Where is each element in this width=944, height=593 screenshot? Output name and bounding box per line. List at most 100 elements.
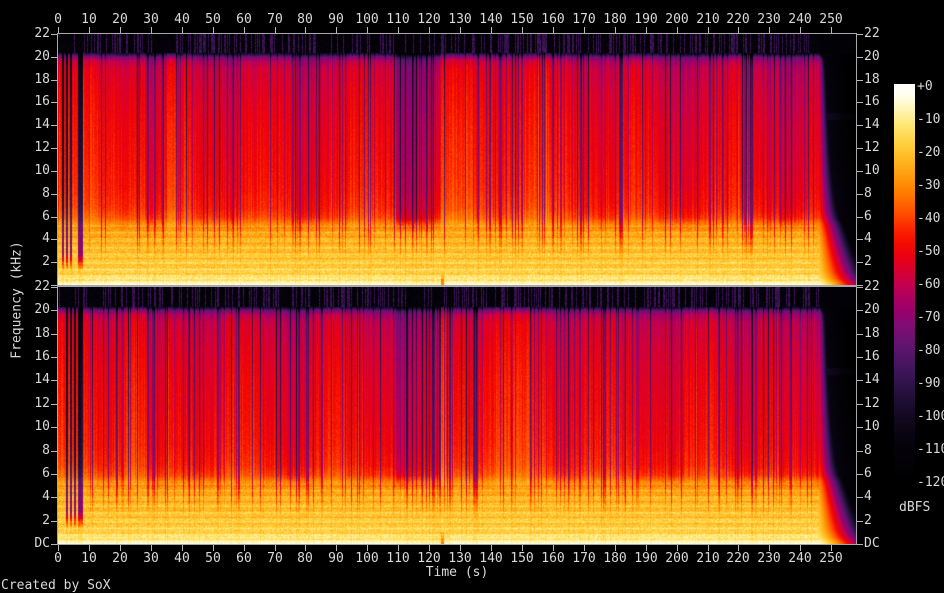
time-tick-label: 60	[236, 551, 252, 566]
freq-tick-label: 6	[42, 466, 50, 481]
freq-tick-left	[51, 102, 57, 103]
time-tick-label: 230	[757, 12, 781, 27]
freq-tick-right	[857, 380, 863, 381]
time-tick-label: 50	[205, 551, 221, 566]
time-tick-label: 100	[355, 551, 379, 566]
time-tick-label: 190	[634, 12, 658, 27]
freq-tick-label: 22	[34, 26, 50, 41]
freq-tick-label: 16	[34, 349, 50, 364]
time-tick-label: 230	[757, 551, 781, 566]
colorbar-unit-label: dBFS	[899, 500, 931, 515]
time-tick-label: 180	[603, 551, 627, 566]
time-tick-bottom	[89, 545, 90, 551]
freq-tick-label: 12	[864, 140, 880, 155]
freq-tick-label: 22	[34, 279, 50, 294]
time-tick-bottom	[460, 545, 461, 551]
time-tick-bottom	[584, 545, 585, 551]
freq-tick-left	[51, 285, 57, 286]
time-tick-label: 220	[726, 551, 750, 566]
time-tick-bottom	[553, 545, 554, 551]
time-tick-top	[708, 27, 709, 33]
freq-tick-label: 6	[864, 466, 872, 481]
time-tick-label: 170	[572, 12, 596, 27]
time-tick-label: 80	[297, 12, 313, 27]
time-tick-label: 170	[572, 551, 596, 566]
freq-tick-label: 6	[864, 209, 872, 224]
time-tick-label: 200	[665, 551, 689, 566]
freq-tick-label: DC	[864, 536, 880, 551]
freq-tick-label: 20	[34, 49, 50, 64]
freq-tick-label: 10	[34, 163, 50, 178]
freq-tick-right	[857, 217, 863, 218]
time-tick-label: 70	[267, 551, 283, 566]
time-tick-top	[646, 27, 647, 33]
db-tick-label: -10	[917, 112, 941, 127]
freq-tick-left	[51, 357, 57, 358]
time-tick-top	[89, 27, 90, 33]
db-tick-label: -100	[917, 409, 944, 424]
time-tick-top	[738, 27, 739, 33]
time-tick-top	[491, 27, 492, 33]
time-tick-label: 70	[267, 12, 283, 27]
freq-tick-right	[857, 310, 863, 311]
freq-tick-label: 18	[864, 326, 880, 341]
freq-tick-label: 16	[864, 94, 880, 109]
freq-tick-left	[51, 125, 57, 126]
freq-tick-left	[51, 287, 57, 288]
time-tick-label: 160	[541, 12, 565, 27]
time-tick-bottom	[58, 545, 59, 551]
db-tick-label: -90	[917, 376, 941, 391]
freq-tick-label: 12	[864, 396, 880, 411]
freq-tick-label: 18	[864, 72, 880, 87]
time-tick-bottom	[336, 545, 337, 551]
freq-tick-label: 16	[34, 94, 50, 109]
time-tick-bottom	[831, 545, 832, 551]
freq-tick-label: 2	[864, 513, 872, 528]
time-tick-top	[275, 27, 276, 33]
time-tick-top	[429, 27, 430, 33]
db-tick-label: -110	[917, 442, 944, 457]
freq-tick-right	[857, 357, 863, 358]
time-tick-label: 90	[328, 12, 344, 27]
time-tick-label: 60	[236, 12, 252, 27]
freq-tick-label: 8	[42, 186, 50, 201]
time-tick-bottom	[398, 545, 399, 551]
time-tick-bottom	[708, 545, 709, 551]
time-tick-top	[58, 27, 59, 33]
db-tick-label: +0	[917, 79, 933, 94]
time-tick-label: 220	[726, 12, 750, 27]
freq-tick-right	[857, 544, 863, 545]
freq-tick-right	[857, 34, 863, 35]
time-tick-top	[584, 27, 585, 33]
freq-tick-right	[857, 194, 863, 195]
freq-tick-label: 12	[34, 396, 50, 411]
freq-tick-left	[51, 334, 57, 335]
time-tick-label: 240	[788, 551, 812, 566]
time-tick-bottom	[182, 545, 183, 551]
time-tick-bottom	[769, 545, 770, 551]
freq-tick-right	[857, 285, 863, 286]
freq-tick-label: 8	[864, 186, 872, 201]
freq-tick-right	[857, 262, 863, 263]
time-tick-label: 80	[297, 551, 313, 566]
time-tick-label: 90	[328, 551, 344, 566]
time-tick-bottom	[800, 545, 801, 551]
freq-tick-left	[51, 451, 57, 452]
spectrogram-channel-right	[58, 287, 856, 544]
freq-tick-label: 2	[42, 254, 50, 269]
time-tick-label: 150	[510, 551, 534, 566]
freq-tick-label: 20	[864, 49, 880, 64]
time-tick-label: 210	[696, 12, 720, 27]
time-tick-label: 250	[819, 551, 843, 566]
time-tick-bottom	[646, 545, 647, 551]
freq-tick-left	[51, 148, 57, 149]
freq-tick-label: 4	[42, 489, 50, 504]
time-tick-label: 180	[603, 12, 627, 27]
freq-tick-left	[51, 404, 57, 405]
time-tick-label: 140	[479, 12, 503, 27]
freq-tick-label: 8	[864, 443, 872, 458]
db-tick-label: -20	[917, 145, 941, 160]
freq-tick-label: 4	[42, 231, 50, 246]
time-tick-label: 150	[510, 12, 534, 27]
time-tick-label: 100	[355, 12, 379, 27]
